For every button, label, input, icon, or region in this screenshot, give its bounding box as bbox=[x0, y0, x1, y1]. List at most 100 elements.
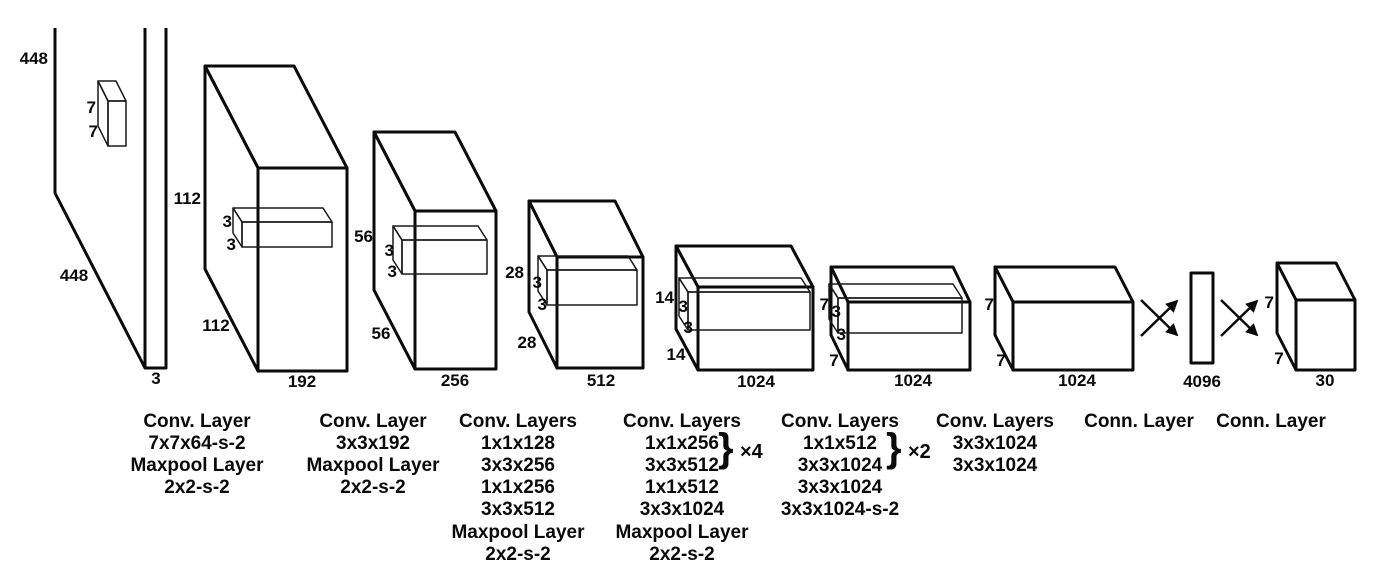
block-side-bottom-label: 14 bbox=[667, 345, 686, 364]
fc-vector-label: 4096 bbox=[1183, 372, 1221, 391]
kernel-box-3x3: 3 3 bbox=[828, 283, 963, 344]
caption-line: 3x3x1024 bbox=[798, 455, 883, 476]
kernel-front-face bbox=[837, 297, 963, 334]
feature-block-1024-b: 3 3 7 7 1024 bbox=[820, 265, 972, 390]
caption-line: 3x3x256 bbox=[481, 455, 555, 476]
block-width-label: 1024 bbox=[894, 371, 932, 390]
kernel-size-label-a: 3 bbox=[679, 297, 688, 316]
block-side-bottom-label: 56 bbox=[372, 324, 391, 343]
feature-block-256: 3 3 56 56 256 bbox=[354, 130, 498, 390]
kernel-size-label-a: 3 bbox=[385, 241, 394, 260]
block-side-top-label: 56 bbox=[354, 227, 373, 246]
input-image-plane: 448 448 3 7 7 bbox=[20, 28, 168, 388]
caption-line: Conv. Layers bbox=[936, 411, 1054, 432]
caption-line: 1x1x512 bbox=[645, 477, 719, 498]
caption-line: 2x2-s-2 bbox=[649, 544, 715, 565]
repeat-multiplier: ×4 bbox=[740, 441, 764, 463]
block-front-face bbox=[1011, 300, 1135, 372]
kernel-size-label-b: 3 bbox=[388, 262, 397, 281]
caption-line: Maxpool Layer bbox=[306, 455, 440, 476]
caption-line: 1x1x128 bbox=[481, 433, 555, 454]
block-side-bottom-label: 7 bbox=[1274, 349, 1283, 368]
caption-line: 3x3x1024 bbox=[798, 477, 883, 498]
caption-line: 3x3x1024 bbox=[953, 433, 1038, 454]
kernel-size-label-a: 7 bbox=[87, 98, 96, 117]
caption-line: Maxpool Layer bbox=[451, 522, 585, 543]
kernel-box-7x7: 7 7 bbox=[87, 80, 127, 147]
kernel-box-3x3: 3 3 bbox=[678, 277, 811, 337]
block-side-top-label: 7 bbox=[820, 295, 829, 314]
fc-vector-4096: 4096 bbox=[1183, 271, 1221, 391]
kernel-front-face bbox=[107, 100, 127, 147]
block-top-face bbox=[993, 265, 1135, 304]
kernel-size-label-a: 3 bbox=[832, 302, 841, 321]
input-plane-left-edge bbox=[53, 28, 147, 369]
block-side-top-label: 7 bbox=[1265, 293, 1274, 312]
block-width-label: 512 bbox=[587, 371, 615, 390]
block-width-label: 30 bbox=[1316, 371, 1335, 390]
caption-line: Conv. Layers bbox=[459, 411, 577, 432]
kernel-front-face bbox=[241, 221, 333, 248]
layer-caption-conn1: Conn. Layer bbox=[1084, 411, 1194, 432]
block-width-label: 256 bbox=[441, 371, 469, 390]
caption-line: Maxpool Layer bbox=[130, 455, 264, 476]
kernel-size-label-b: 7 bbox=[89, 122, 98, 141]
block-width-label: 192 bbox=[288, 372, 316, 391]
block-side-top-label: 28 bbox=[505, 263, 524, 282]
kernel-side-face bbox=[97, 80, 109, 147]
block-width-label: 1024 bbox=[1058, 371, 1096, 390]
block-top-face bbox=[674, 244, 815, 289]
kernel-size-label-b: 3 bbox=[227, 235, 236, 254]
input-plane-depth-strip bbox=[143, 28, 168, 370]
caption-line: Conv. Layers bbox=[623, 411, 741, 432]
caption-line: Conn. Layer bbox=[1084, 411, 1194, 432]
block-front-face bbox=[846, 300, 972, 372]
kernel-size-label-a: 3 bbox=[223, 212, 232, 231]
caption-line: 3x3x192 bbox=[336, 433, 410, 454]
kernel-front-face bbox=[687, 291, 811, 331]
layer-caption-conv3: Conv. Layers 1x1x128 3x3x256 1x1x256 3x3… bbox=[451, 411, 585, 565]
feature-block-512: 3 3 28 28 512 bbox=[505, 199, 645, 390]
feature-block-1024-c: 7 7 1024 bbox=[985, 265, 1135, 390]
caption-line: 2x2-s-2 bbox=[485, 544, 551, 565]
caption-line: 1x1x256 bbox=[481, 477, 555, 498]
caption-line: Conv. Layer bbox=[143, 411, 251, 432]
block-side-bottom-label: 7 bbox=[996, 351, 1005, 370]
repeat-multiplier: ×2 bbox=[908, 441, 931, 463]
kernel-front-face bbox=[401, 239, 488, 275]
block-front-face bbox=[696, 285, 815, 372]
kernel-front-face bbox=[546, 269, 638, 306]
input-width-label: 448 bbox=[60, 266, 88, 285]
repeat-brace: } bbox=[718, 426, 734, 470]
layer-caption-conv5: Conv. Layers 1x1x512 3x3x1024 3x3x1024 3… bbox=[781, 411, 931, 520]
caption-line: 3x3x1024 bbox=[953, 455, 1038, 476]
caption-line: Conv. Layer bbox=[319, 411, 427, 432]
block-side-bottom-label: 112 bbox=[202, 316, 229, 335]
caption-line: Conv. Layers bbox=[781, 411, 899, 432]
fc-arrow bbox=[1220, 299, 1259, 337]
caption-line: 1x1x512 bbox=[803, 433, 877, 454]
kernel-size-label-b: 3 bbox=[684, 318, 693, 337]
caption-line: Maxpool Layer bbox=[615, 522, 749, 543]
block-front-face bbox=[256, 166, 349, 373]
caption-line: 3x3x512 bbox=[645, 455, 719, 476]
block-side-bottom-label: 7 bbox=[829, 351, 838, 370]
kernel-size-label-b: 3 bbox=[837, 325, 846, 344]
block-front-face bbox=[555, 255, 645, 370]
caption-line: 3x3x512 bbox=[481, 499, 555, 520]
fc-arrow bbox=[1140, 299, 1179, 337]
layer-caption-conv6: Conv. Layers 3x3x1024 3x3x1024 bbox=[936, 411, 1054, 476]
layer-caption-conv1: Conv. Layer 7x7x64-s-2 Maxpool Layer 2x2… bbox=[130, 411, 264, 498]
block-width-label: 1024 bbox=[737, 372, 775, 391]
fc-vector-rect bbox=[1189, 271, 1215, 365]
caption-line: 3x3x1024 bbox=[640, 499, 725, 520]
layer-caption-conn2: Conn. Layer bbox=[1216, 411, 1326, 432]
block-side-top-label: 7 bbox=[985, 295, 994, 314]
caption-line: 1x1x256 bbox=[645, 433, 719, 454]
repeat-brace: } bbox=[886, 426, 902, 470]
caption-line: 7x7x64-s-2 bbox=[148, 433, 245, 454]
caption-line: 3x3x1024-s-2 bbox=[781, 499, 899, 520]
block-front-face bbox=[413, 209, 498, 371]
